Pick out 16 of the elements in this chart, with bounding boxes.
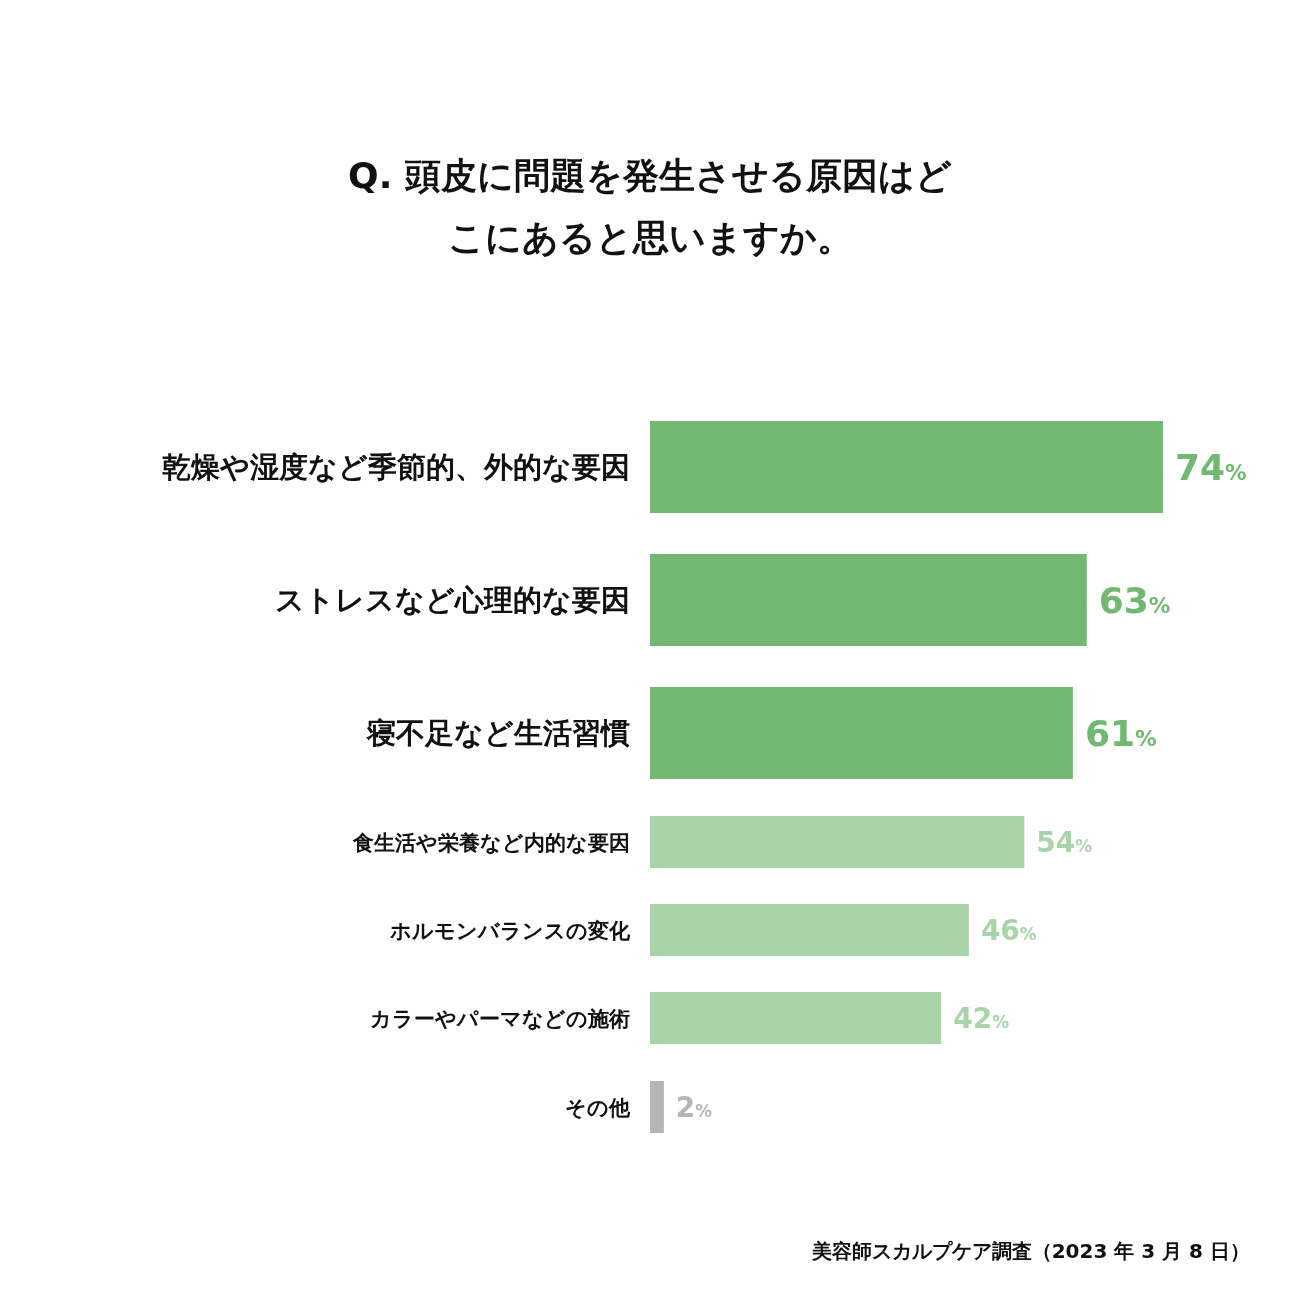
data-label: 54% — [1036, 826, 1093, 860]
y-tick-label: 乾燥や湿度など季節的、外的な要因 — [162, 450, 630, 485]
y-tick-label: その他 — [565, 1095, 631, 1120]
y-tick-label: 寝不足など生活習慣 — [365, 716, 630, 751]
data-label: 63% — [1098, 579, 1171, 621]
y-tick-label: ホルモンバランスの変化 — [389, 918, 631, 943]
data-label: 46% — [980, 914, 1037, 948]
y-tick-label: 食生活や栄養など内的な要因 — [352, 830, 630, 855]
text: 美容師スカルプケア調査（2023 年 3 月 8 日） — [810, 1239, 1250, 1263]
title: Q. 頭皮に問題を発生させる原因はどこにあると思いますか。 — [348, 155, 952, 258]
y-tick-label: カラーやパーマなどの施術 — [370, 1006, 630, 1031]
data-label: 2% — [675, 1091, 713, 1125]
y-tick-label: ストレスなど心理的な要因 — [275, 583, 630, 618]
data-label: 61% — [1084, 712, 1157, 754]
data-label: 42% — [953, 1002, 1010, 1036]
data-label: 74% — [1175, 446, 1247, 488]
